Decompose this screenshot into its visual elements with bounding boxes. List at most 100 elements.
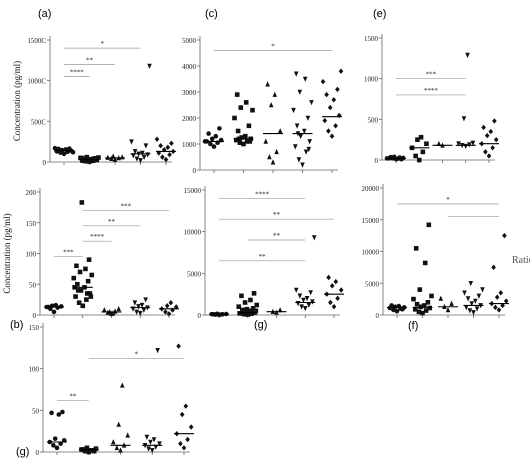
data-point xyxy=(91,156,97,162)
data-point xyxy=(502,232,507,239)
data-point xyxy=(277,307,283,313)
data-point xyxy=(246,123,252,129)
data-point xyxy=(119,154,125,160)
data-point xyxy=(462,290,467,296)
data-point xyxy=(484,132,490,139)
data-point xyxy=(331,303,337,310)
data-point xyxy=(143,143,149,149)
data-point xyxy=(324,91,329,98)
data-point xyxy=(270,159,276,165)
data-point xyxy=(167,151,172,158)
data-point xyxy=(476,293,482,299)
data-point xyxy=(333,123,338,129)
data-point xyxy=(168,300,174,306)
data-point xyxy=(105,154,111,160)
data-point xyxy=(496,307,502,313)
data-point xyxy=(471,310,476,316)
data-point xyxy=(474,306,480,312)
panel-label-e: (e) xyxy=(373,8,387,20)
data-point xyxy=(308,290,313,296)
data-point xyxy=(303,149,309,155)
data-point xyxy=(236,304,242,309)
data-point xyxy=(102,307,107,313)
data-point xyxy=(394,308,400,314)
data-point xyxy=(134,156,140,162)
data-point xyxy=(302,306,308,312)
data-point xyxy=(208,141,213,147)
data-point xyxy=(299,304,304,310)
data-point xyxy=(445,307,451,313)
data-point xyxy=(239,293,244,299)
y-tick-label: 3000 xyxy=(182,89,197,97)
data-point xyxy=(164,303,170,309)
panel-label-a: (a) xyxy=(38,8,52,20)
y-tick-label: 1500 xyxy=(364,35,379,43)
data-point xyxy=(301,297,306,303)
y-tick-label: 5000 xyxy=(182,37,197,45)
data-point xyxy=(449,300,454,306)
panel-label-b: (b) xyxy=(10,319,24,331)
data-point xyxy=(118,447,123,453)
sig-label: ** xyxy=(108,218,116,226)
stray-ratio-text: Ratio xyxy=(512,255,530,266)
sig-label: **** xyxy=(90,233,105,241)
y-tick-label: 0 xyxy=(375,157,379,165)
data-point xyxy=(411,296,416,302)
data-point xyxy=(413,306,418,312)
data-point xyxy=(326,128,331,134)
data-point xyxy=(254,302,260,308)
data-point xyxy=(141,154,147,161)
data-point xyxy=(267,154,272,160)
data-point xyxy=(211,144,217,149)
data-point xyxy=(311,235,317,241)
data-point xyxy=(143,297,148,303)
data-point xyxy=(132,149,138,155)
data-point xyxy=(456,141,461,147)
data-point xyxy=(493,304,498,311)
data-point xyxy=(309,100,314,106)
data-point xyxy=(157,441,162,447)
sig-label: * xyxy=(101,40,105,48)
data-point xyxy=(79,155,84,161)
y-tick-label: 50 xyxy=(32,407,40,415)
data-point xyxy=(148,439,153,445)
panel-label-g: (g) xyxy=(254,319,268,331)
data-point xyxy=(74,263,79,269)
data-point xyxy=(331,97,337,103)
data-point xyxy=(467,308,473,314)
data-point xyxy=(335,86,340,93)
y-tick-label: 1000 xyxy=(364,76,379,84)
data-point xyxy=(438,295,444,301)
data-point xyxy=(420,149,426,155)
data-point xyxy=(268,102,274,108)
data-point xyxy=(413,153,418,159)
data-point xyxy=(158,143,163,149)
data-point xyxy=(320,78,326,85)
data-point xyxy=(329,283,335,289)
sig-label: *** xyxy=(121,202,132,210)
data-point xyxy=(247,139,253,144)
data-point xyxy=(422,260,428,266)
data-point xyxy=(138,158,143,164)
data-point xyxy=(51,309,57,315)
data-point xyxy=(111,310,116,316)
data-point xyxy=(300,162,305,168)
data-point xyxy=(116,305,121,312)
data-point xyxy=(185,436,190,443)
data-point xyxy=(307,139,312,145)
data-point xyxy=(206,131,211,136)
data-point xyxy=(436,140,442,147)
data-point xyxy=(234,137,239,143)
data-point xyxy=(242,300,248,305)
y-tick-label: 5000 xyxy=(187,270,202,278)
sig-label: *** xyxy=(63,249,74,257)
data-point xyxy=(241,141,246,147)
sig-label: * xyxy=(446,196,450,204)
data-point xyxy=(294,123,300,129)
data-point xyxy=(296,157,302,163)
data-point xyxy=(111,439,116,445)
data-point xyxy=(170,307,175,313)
